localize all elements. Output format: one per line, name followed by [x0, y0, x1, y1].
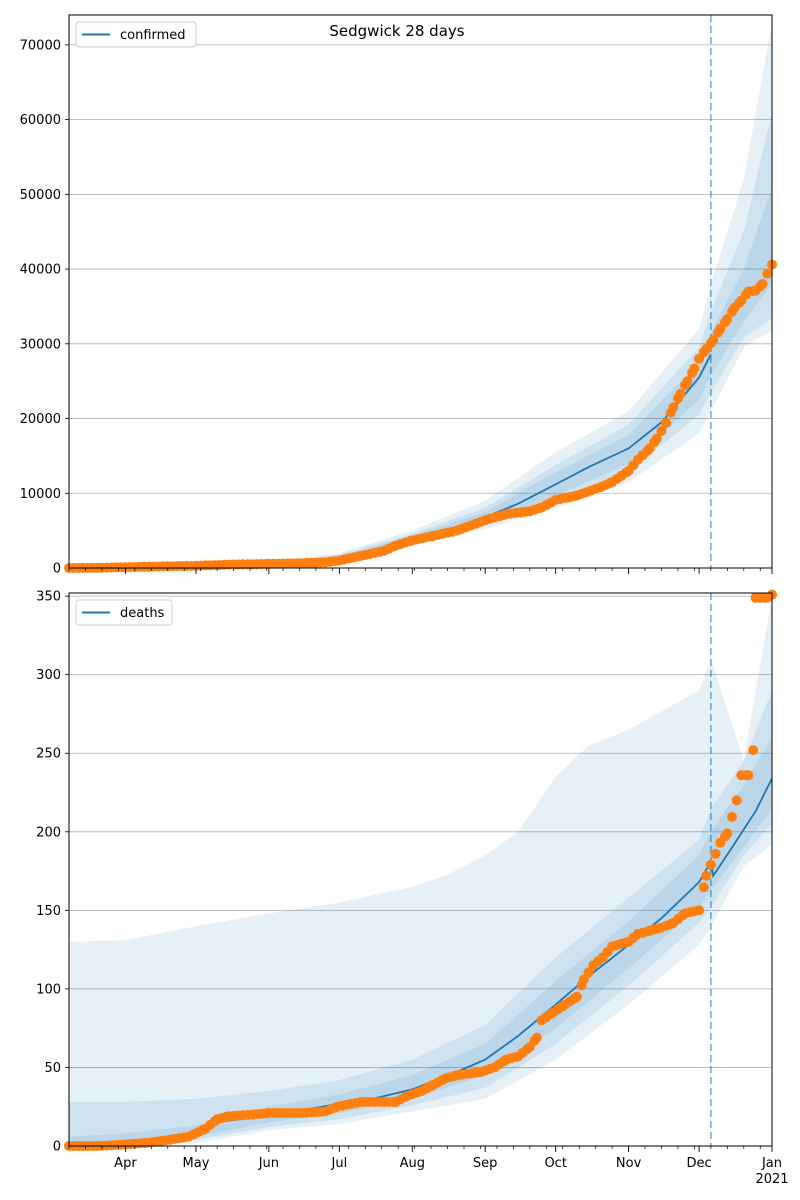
x-tick-label: May [183, 1156, 210, 1171]
y-tick-label: 200 [36, 825, 61, 840]
y-tick-label: 0 [53, 1140, 61, 1155]
uncertainty-band [69, 186, 772, 568]
uncertainty-band [69, 112, 772, 568]
y-tick-label: 20000 [20, 412, 61, 427]
observed-point [689, 363, 700, 374]
x-tick-label: Aug [400, 1156, 425, 1171]
observed-point [583, 967, 594, 978]
observed-point [578, 974, 589, 985]
observed-point [743, 770, 754, 781]
y-tick-label: 300 [36, 668, 61, 683]
y-tick-label: 150 [36, 904, 61, 919]
x-tick-label: Oct [544, 1156, 566, 1171]
uncertainty-band [69, 22, 772, 568]
observed-point [708, 335, 719, 346]
observed-point [748, 745, 759, 756]
x-tick-label: Sep [473, 1156, 498, 1171]
x-tick-label: Apr [114, 1156, 137, 1171]
x-tick-label: Jun [258, 1156, 279, 1171]
observed-point [694, 905, 705, 916]
chart-title: Sedgwick 28 days [329, 22, 464, 40]
y-tick-label: 10000 [20, 487, 61, 502]
x-tick-label: Dec [687, 1156, 712, 1171]
legend-box [75, 21, 197, 48]
observed-point [656, 425, 667, 436]
y-tick-label: 350 [36, 590, 61, 605]
uncertainty-band [69, 596, 772, 1146]
y-tick-label: 0 [53, 562, 61, 577]
observed-point [682, 376, 693, 387]
observed-point [727, 811, 737, 822]
x-tick-label: Jan [761, 1156, 782, 1171]
observed-point [668, 402, 679, 413]
observed-point [731, 795, 742, 806]
observed-point [661, 418, 672, 428]
observed-point [705, 859, 716, 870]
axes-frame [68, 592, 773, 1147]
x-tick-label: Jul [331, 1156, 348, 1171]
y-tick-label: 50000 [20, 188, 61, 203]
y-tick-label: 100 [36, 982, 61, 997]
y-tick-label: 50 [44, 1061, 61, 1076]
observed-point [698, 882, 709, 893]
x-tick-label: Nov [616, 1156, 642, 1171]
legend-label: deaths [120, 606, 165, 621]
observed-point [571, 991, 582, 1002]
uncertainty-band [69, 690, 772, 1146]
x-year-label: 2021 [755, 1172, 788, 1187]
y-tick-label: 60000 [20, 113, 61, 128]
observed-point [757, 279, 768, 289]
observed-point [675, 388, 686, 399]
y-tick-label: 70000 [20, 38, 61, 53]
y-tick-label: 30000 [20, 337, 61, 352]
y-tick-label: 40000 [20, 263, 61, 278]
confirmed-panel: 0 10000 20000 30000 40000 50000 60000 70000 conf… [20, 14, 777, 577]
axes-frame [68, 14, 773, 569]
legend-label: confirmed [120, 28, 186, 43]
y-tick-label: 250 [36, 747, 61, 762]
observed-point [710, 848, 721, 859]
deaths-panel: 0 50 100 150 200 250 300 350 Apr May Jun Jul Aug Sep O… [36, 589, 789, 1187]
observed-point [651, 433, 662, 444]
observed-point [722, 828, 733, 839]
legend-box [75, 599, 173, 626]
observed-point [701, 870, 712, 881]
observed-point [531, 1032, 542, 1043]
observed-point [762, 268, 773, 279]
observed-point [722, 314, 733, 325]
